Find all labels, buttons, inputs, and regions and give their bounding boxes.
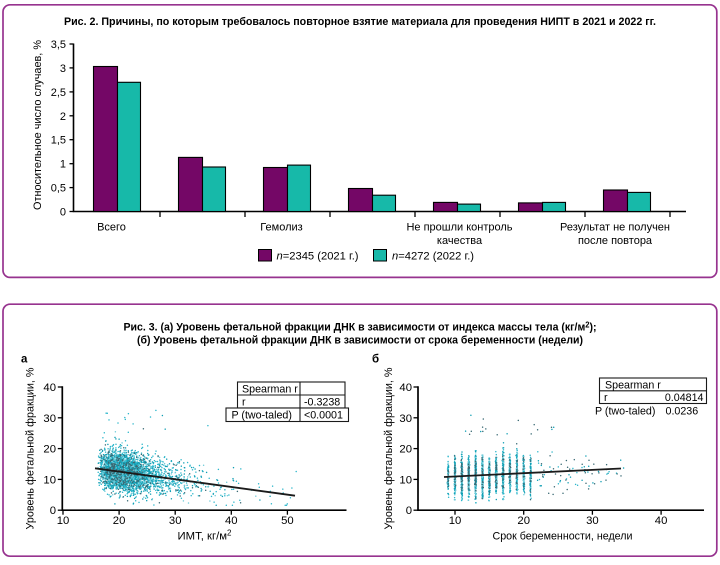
svg-text:30: 30 <box>586 515 599 527</box>
svg-text:r: r <box>242 396 246 408</box>
svg-text:10: 10 <box>399 474 412 486</box>
svg-text:1: 1 <box>60 159 66 171</box>
svg-text:Рис. 2. Причины, по которым тр: Рис. 2. Причины, по которым требовалось … <box>64 16 656 28</box>
svg-text:P (two-taled): P (two-taled) <box>595 406 655 418</box>
svg-text:20: 20 <box>113 515 126 527</box>
svg-text:30: 30 <box>43 413 56 425</box>
svg-text:<0.0001: <0.0001 <box>304 410 343 422</box>
svg-text:20: 20 <box>517 515 530 527</box>
svg-text:0: 0 <box>406 505 412 517</box>
svg-text:Гемолиз: Гемолиз <box>260 221 302 233</box>
svg-text:10: 10 <box>57 515 70 527</box>
svg-text:n=2345 (2021 г.): n=2345 (2021 г.) <box>277 250 359 262</box>
svg-text:Относительное число случаев, %: Относительное число случаев, % <box>32 40 44 210</box>
svg-text:Срок беременности, недели: Срок беременности, недели <box>493 531 633 543</box>
svg-text:20: 20 <box>43 444 56 456</box>
svg-text:Spearman r: Spearman r <box>242 383 298 395</box>
svg-text:Уровень фетальной фракции, %: Уровень фетальной фракции, % <box>383 367 395 529</box>
svg-text:а: а <box>21 354 28 366</box>
svg-text:0: 0 <box>50 505 56 517</box>
svg-text:после повтора: после повтора <box>578 235 653 247</box>
svg-text:Результат не получен: Результат не получен <box>560 221 670 233</box>
svg-text:(б) Уровень фетальной фракции: (б) Уровень фетальной фракции ДНК в зави… <box>137 335 583 347</box>
svg-text:Всего: Всего <box>97 221 126 233</box>
svg-text:1,5: 1,5 <box>51 135 66 147</box>
svg-text:0: 0 <box>60 207 66 219</box>
svg-text:3: 3 <box>60 63 66 75</box>
svg-text:50: 50 <box>281 515 294 527</box>
svg-text:P (two-taled): P (two-taled) <box>232 410 292 422</box>
svg-text:0.04814: 0.04814 <box>665 392 704 404</box>
svg-text:Рис. 3. (а) Уровень фетальной: Рис. 3. (а) Уровень фетальной фракции ДН… <box>124 321 597 334</box>
svg-text:качества: качества <box>437 235 483 247</box>
svg-text:Spearman r: Spearman r <box>605 379 661 391</box>
svg-text:0.0236: 0.0236 <box>666 406 699 418</box>
svg-text:2,5: 2,5 <box>51 87 66 99</box>
svg-text:40: 40 <box>655 515 668 527</box>
svg-text:10: 10 <box>449 515 462 527</box>
svg-text:б: б <box>372 354 379 366</box>
svg-text:30: 30 <box>169 515 182 527</box>
svg-text:20: 20 <box>399 444 412 456</box>
svg-text:40: 40 <box>43 382 56 394</box>
svg-text:3,5: 3,5 <box>51 39 66 51</box>
svg-text:0,5: 0,5 <box>51 183 66 195</box>
svg-text:Не прошли контроль: Не прошли контроль <box>406 221 512 233</box>
svg-text:Уровень фетальной фракции, %: Уровень фетальной фракции, % <box>25 367 37 529</box>
svg-text:10: 10 <box>43 474 56 486</box>
svg-text:2: 2 <box>60 111 66 123</box>
svg-text:40: 40 <box>225 515 238 527</box>
svg-text:30: 30 <box>399 413 412 425</box>
svg-text:n=4272 (2022 г.): n=4272 (2022 г.) <box>392 250 474 262</box>
svg-text:40: 40 <box>399 382 412 394</box>
svg-text:r: r <box>604 392 608 404</box>
svg-text:ИМТ, кг/м2: ИМТ, кг/м2 <box>178 529 232 543</box>
svg-text:-0.3238: -0.3238 <box>304 396 340 408</box>
